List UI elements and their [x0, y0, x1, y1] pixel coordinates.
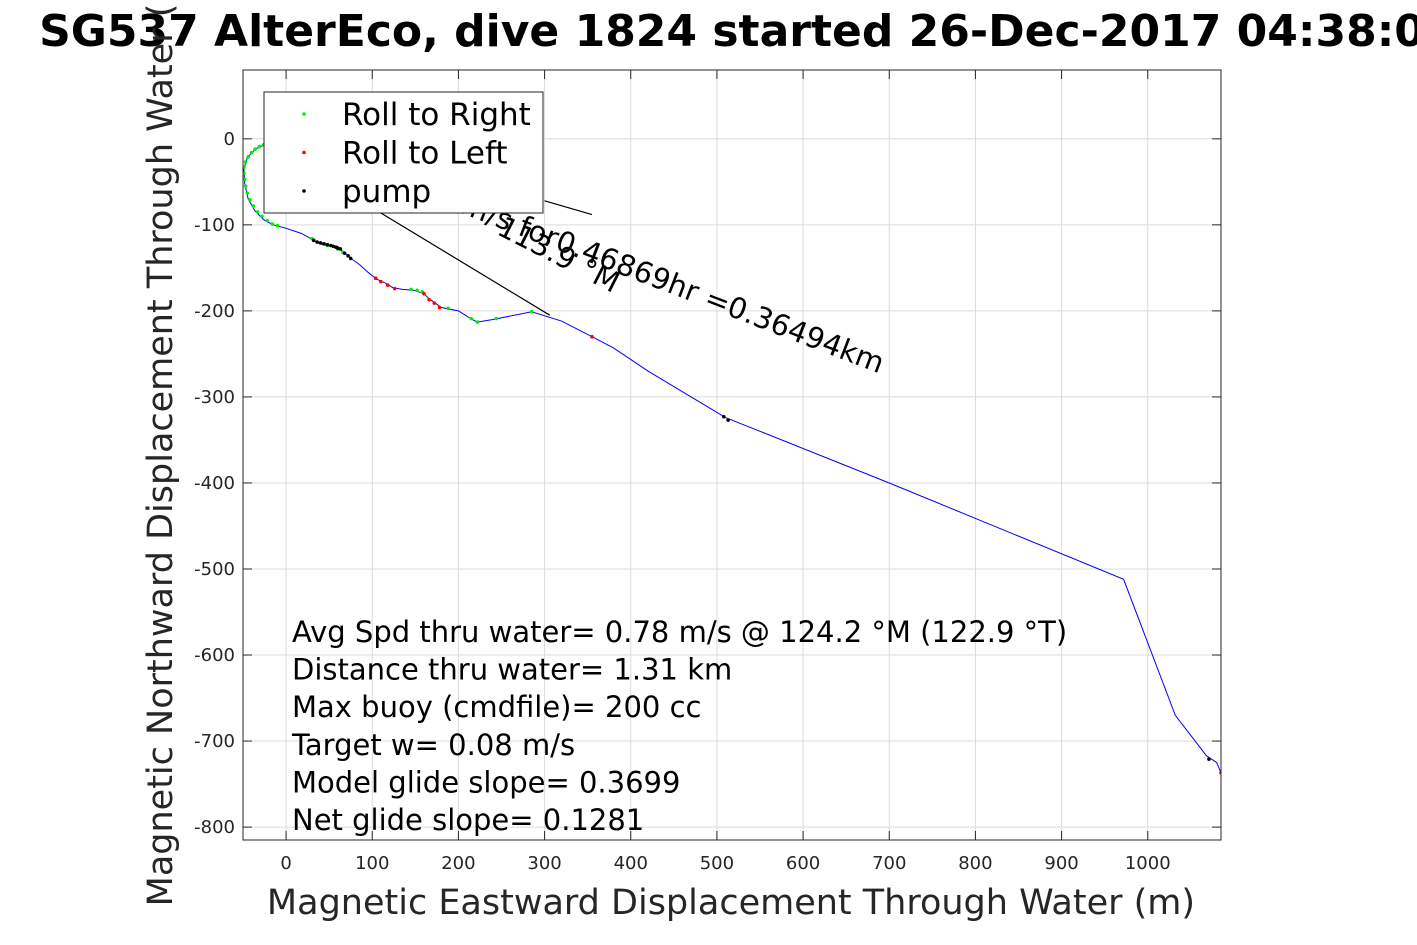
y-tick-label: -500 — [194, 559, 235, 580]
pump-point — [318, 241, 323, 245]
roll-to-right-point — [446, 306, 450, 311]
pump-point — [346, 254, 350, 258]
x-tick-label: 500 — [700, 853, 734, 874]
roll-to-right-point — [409, 287, 413, 292]
x-axis-label: Magnetic Eastward Displacement Through W… — [267, 883, 1195, 923]
roll-to-left-point — [379, 279, 383, 284]
x-tick-labels: 0 100 200 300 400 500 600 700 800 900 1000 — [280, 853, 1170, 874]
roll-to-right-point — [494, 316, 499, 321]
x-tick-label: 800 — [958, 853, 992, 874]
roll-to-left-point — [422, 291, 426, 296]
roll-to-right-point — [243, 177, 247, 182]
roll-to-right-point — [251, 204, 256, 208]
y-tick-label: -800 — [194, 817, 235, 838]
x-tick-label: 600 — [786, 853, 820, 874]
legend-marker-roll-to-left — [302, 150, 306, 155]
axis-ticks — [243, 70, 1221, 840]
chart-title: SG537 AlterEco, dive 1824 started 26-Dec… — [39, 6, 1417, 57]
stat-line: Model glide slope= 0.3699 — [292, 765, 680, 799]
roll-to-right-point — [243, 171, 246, 176]
plot-frame — [242, 69, 1222, 841]
roll-to-right-point — [415, 288, 419, 293]
roll-to-right-point — [243, 160, 248, 164]
roll-to-right-point — [245, 191, 250, 195]
pump-point — [325, 242, 330, 247]
roll-to-right-point — [257, 144, 262, 149]
y-tick-label: 0 — [224, 129, 235, 150]
roll-to-left-point — [437, 305, 442, 310]
x-tick-label: 100 — [355, 853, 389, 874]
x-tick-label: 400 — [614, 853, 648, 874]
y-tick-labels: 0 -100 -200 -300 -400 -500 -600 -700 -800 — [194, 129, 235, 838]
pump-point — [342, 251, 347, 256]
roll-to-right-point — [475, 320, 480, 324]
y-tick-label: -200 — [194, 301, 235, 322]
pump-point — [1207, 757, 1211, 761]
pump-point — [322, 241, 326, 246]
stat-line: Max buoy (cmdfile)= 200 cc — [292, 690, 701, 724]
y-tick-label: -300 — [194, 387, 235, 408]
roll-to-right-point — [529, 309, 534, 314]
roll-to-left-point — [385, 283, 390, 287]
x-tick-label: 900 — [1044, 853, 1078, 874]
roll-to-right-point — [270, 222, 275, 226]
roll-to-left-point — [373, 276, 378, 281]
roll-to-left-point — [392, 286, 397, 291]
y-tick-label: -600 — [194, 645, 235, 666]
roll-to-right-point — [260, 214, 264, 219]
roll-to-right-point — [248, 198, 252, 202]
x-tick-label: 300 — [527, 853, 561, 874]
roll-to-right-point — [469, 316, 474, 321]
roll-to-right-point — [243, 184, 248, 188]
stat-line: Target w= 0.08 m/s — [291, 728, 575, 762]
pump-point — [338, 247, 343, 251]
pump-point — [311, 238, 316, 243]
roll-to-right-point — [243, 165, 246, 170]
roll-to-right-point — [249, 150, 254, 155]
x-tick-label: 1000 — [1125, 853, 1171, 874]
y-tick-label: -100 — [194, 215, 235, 236]
legend-marker-roll-to-right — [302, 112, 306, 116]
x-tick-label: 0 — [280, 853, 291, 874]
x-tick-label: 700 — [872, 853, 906, 874]
roll-to-left-point — [432, 301, 437, 305]
legend-label-roll-to-right: Roll to Right — [342, 97, 531, 133]
legend-marker-pump — [302, 189, 306, 193]
roll-to-right-point — [265, 218, 269, 223]
roll-to-right-point — [255, 210, 260, 214]
stats-block: Avg Spd thru water= 0.78 m/s @ 124.2 °M … — [291, 615, 1067, 837]
pump-point — [348, 256, 353, 261]
roll-to-right-point — [275, 223, 280, 228]
pump-point — [722, 414, 726, 419]
legend-label-pump: pump — [342, 174, 431, 210]
roll-to-left-point — [427, 297, 431, 302]
stat-line: Distance thru water= 1.31 km — [292, 653, 732, 687]
roll-to-right-point — [253, 147, 257, 151]
y-tick-label: -700 — [194, 731, 235, 752]
y-tick-label: -400 — [194, 473, 235, 494]
roll-to-right-point — [246, 155, 250, 159]
legend-box — [263, 91, 544, 214]
legend-label-roll-to-left: Roll to Left — [342, 136, 508, 172]
x-tick-label: 200 — [441, 853, 475, 874]
pump-point — [315, 240, 319, 244]
y-axis-label: Magnetic Northward Displacement Through … — [141, 4, 181, 907]
pump-point — [726, 418, 730, 422]
roll-to-left-point — [590, 334, 594, 339]
guide-line — [544, 200, 593, 216]
stat-line: Avg Spd thru water= 0.78 m/s @ 124.2 °M … — [292, 615, 1067, 649]
stat-line: Net glide slope= 0.1281 — [292, 803, 644, 837]
